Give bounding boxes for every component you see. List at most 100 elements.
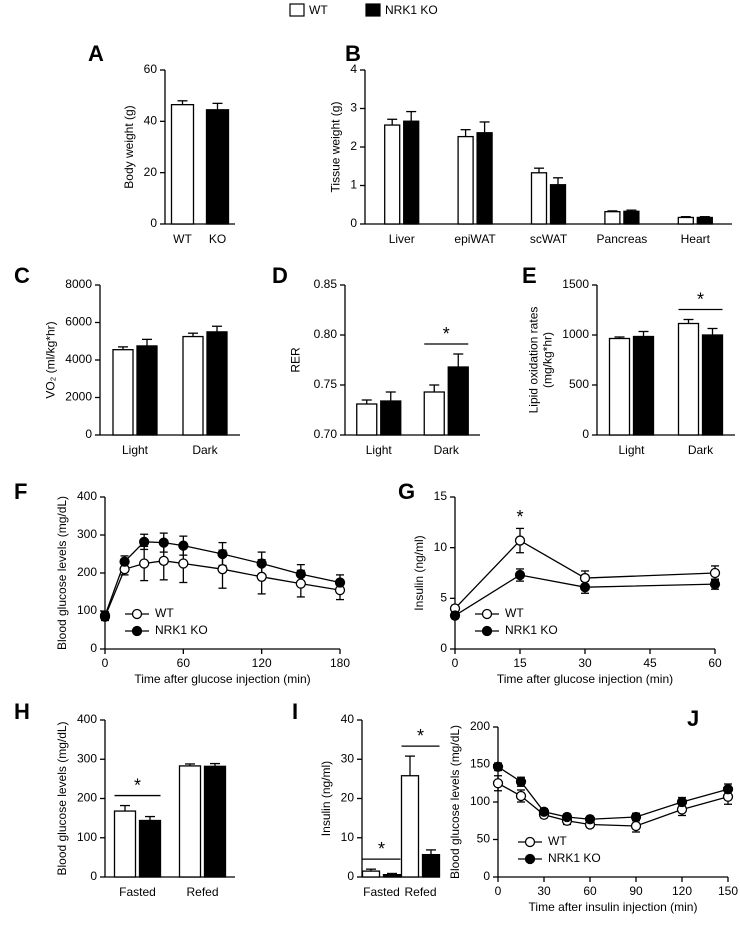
y-tick-label: 40 [144,114,158,128]
x-axis-label: Time after glucose injection (min) [134,672,310,686]
x-tick-label: 150 [718,884,738,898]
bar [170,104,195,225]
y-tick-label: 0 [350,216,357,230]
y-tick-label: 20 [144,165,158,179]
x-tick-label: WT [173,232,192,246]
y-tick-label: 100 [77,603,97,617]
y-tick-label: 0 [90,869,97,883]
y-tick-label: 1 [350,178,357,192]
y-tick-label: 1000 [562,327,589,341]
point [515,776,527,787]
y-tick-label: 200 [77,565,97,579]
point [492,778,504,789]
legend-label: NRK1 KO [505,623,558,637]
y-tick-label: 0.75 [314,377,338,391]
y-tick-label: 200 [77,791,97,805]
x-tick-label: Light [618,443,645,457]
y-tick-label: 10 [341,830,355,844]
series-line [497,766,729,820]
bar [632,335,655,436]
legend-marker [481,608,493,620]
panel-letter: G [398,479,415,504]
y-axis-label: Lipid oxidation rates [526,307,540,414]
bar [701,334,724,436]
y-tick-label: 0 [440,641,447,655]
x-tick-label: Fasted [363,885,400,899]
point [256,571,267,582]
x-axis-label: Time after glucose injection (min) [497,672,673,686]
bar [182,335,204,436]
point [178,540,189,551]
legend-marker [524,853,536,865]
x-tick-label: Light [366,443,393,457]
y-tick-label: 0.70 [314,427,338,441]
point [722,784,734,795]
point [334,577,346,588]
y-tick-label: 40 [341,712,355,726]
bar [604,211,621,225]
y-tick-label: 0 [150,216,157,230]
point [99,610,111,621]
annotation: * [516,507,523,527]
point [515,790,527,802]
annotation: * [378,839,385,859]
bar [136,345,158,436]
y-tick-label: 10 [434,540,448,554]
point [119,556,130,567]
annotation: * [697,289,704,309]
point [514,535,526,546]
legend-label: NRK1 KO [385,3,438,17]
y-tick-label: 4 [350,62,357,76]
x-tick-label: Liver [389,232,415,246]
y-tick-label: 300 [77,751,97,765]
series-line [497,782,729,827]
bar [608,337,631,436]
y-tick-label: 15 [434,489,448,503]
x-tick-label: 45 [643,656,657,670]
point [709,578,721,590]
bar [206,331,228,436]
panel-letter: D [272,263,288,288]
bar [423,391,445,436]
point [217,548,228,560]
y-axis-label: RER [288,347,302,373]
y-tick-label: 3 [350,101,357,115]
point [295,568,306,580]
bar [421,853,441,878]
bar [677,216,694,225]
point [538,806,550,817]
bar [530,172,548,225]
legend-swatch [289,3,305,17]
y-tick-label: 400 [77,489,97,503]
bar [178,765,202,878]
point [630,820,642,832]
point [449,610,461,621]
y-tick-label: 100 [470,794,490,808]
bar [380,400,402,436]
y-axis-label: Blood glucose levels (mg/dL) [448,725,462,879]
x-tick-label: Light [122,443,149,457]
panel-letter: E [522,263,537,288]
y-tick-label: 2000 [65,390,92,404]
y-tick-label: 100 [77,830,97,844]
legend-swatch [365,3,381,17]
y-axis-label: (mg/kg*hr) [540,332,554,388]
legend-marker [131,608,143,620]
x-tick-label: 30 [537,884,551,898]
x-tick-label: Dark [192,443,218,457]
y-tick-label: 60 [144,62,158,76]
point [579,572,591,584]
legend-marker [524,836,536,848]
y-tick-label: 0 [483,869,490,883]
y-tick-label: 500 [569,377,589,391]
x-tick-label: 90 [629,884,643,898]
point [492,761,504,772]
point [158,555,169,566]
y-tick-label: 0 [347,869,354,883]
y-tick-label: 50 [477,832,491,846]
point [256,558,267,569]
bar [203,765,227,878]
x-tick-label: 60 [708,656,722,670]
x-tick-label: 0 [452,656,459,670]
